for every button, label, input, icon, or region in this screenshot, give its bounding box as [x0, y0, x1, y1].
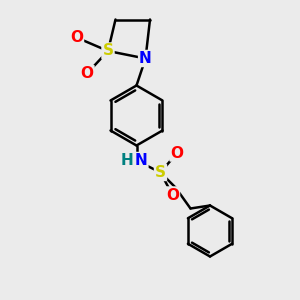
Text: O: O: [170, 146, 184, 160]
Text: S: S: [103, 44, 113, 59]
Text: S: S: [155, 165, 166, 180]
Text: O: O: [70, 30, 83, 45]
Text: O: O: [80, 66, 94, 81]
Text: O: O: [166, 188, 179, 202]
Text: N: N: [135, 153, 147, 168]
Text: H: H: [121, 153, 134, 168]
Text: N: N: [139, 51, 152, 66]
